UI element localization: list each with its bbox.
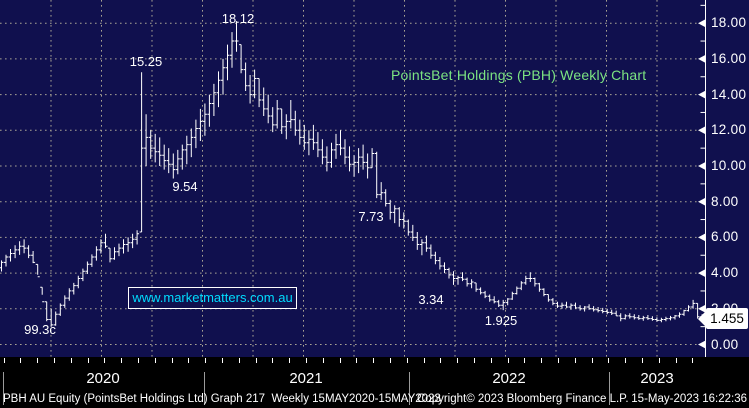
year-label: 2022 [492, 370, 526, 387]
y-axis-label: 18.00 [711, 15, 747, 31]
month-tick [188, 358, 190, 363]
month-tick [557, 358, 559, 363]
month-tick [574, 358, 576, 363]
month-tick [423, 358, 425, 363]
month-tick [524, 358, 526, 363]
y-axis-label: 16.00 [711, 50, 747, 66]
price-annotation: 3.34 [418, 292, 444, 307]
price-annotation: 1.925 [484, 313, 518, 328]
y-axis-label: 6.00 [711, 229, 739, 245]
month-tick [305, 358, 307, 363]
y-axis-label: 12.00 [711, 122, 747, 138]
footer: PBH AU Equity (PointsBet Holdings Ltd) G… [0, 393, 749, 408]
year-label: 2020 [86, 370, 120, 387]
month-tick [675, 358, 677, 363]
month-tick [406, 358, 408, 363]
year-separator [609, 372, 610, 405]
y-axis-label: 0.00 [711, 336, 739, 352]
y-axis-label: 4.00 [711, 265, 739, 281]
month-tick [221, 358, 223, 363]
chart-title: PointsBet Holdings (PBH) Weekly Chart [391, 67, 647, 83]
year-separator [3, 372, 4, 405]
month-tick [322, 358, 324, 363]
month-tick [440, 358, 442, 363]
price-annotation: 7.73 [358, 209, 384, 224]
month-tick [53, 358, 55, 363]
last-price-value: 1.455 [710, 311, 744, 326]
price-annotation: 99.3c [24, 322, 56, 337]
month-tick [20, 358, 22, 363]
month-tick [507, 358, 509, 363]
month-tick [339, 358, 341, 363]
footer-security-info: PBH AU Equity (PointsBet Holdings Ltd) G… [3, 393, 441, 405]
month-tick [658, 358, 660, 363]
month-tick [272, 358, 274, 363]
month-tick [625, 358, 627, 363]
month-tick [356, 358, 358, 363]
last-price-tag: 1.455 [698, 308, 748, 329]
month-tick [3, 358, 5, 363]
price-annotation: 9.54 [172, 179, 198, 194]
year-separator [204, 372, 205, 405]
month-tick [154, 358, 156, 363]
y-axis-label: 8.00 [711, 193, 739, 209]
year-separator [409, 372, 410, 405]
month-tick [171, 358, 173, 363]
price-annotation: 18.12 [221, 11, 255, 26]
month-tick [591, 358, 593, 363]
month-tick [490, 358, 492, 363]
month-tick [37, 358, 39, 363]
month-tick [641, 358, 643, 363]
marketmatters-watermark: www.marketmatters.com.au [128, 287, 297, 309]
price-annotation: 15.25 [129, 54, 163, 69]
month-tick [457, 358, 459, 363]
month-tick [238, 358, 240, 363]
month-tick [608, 358, 610, 363]
month-tick [104, 358, 106, 363]
month-tick [205, 358, 207, 363]
y-axis-label: 14.00 [711, 86, 747, 102]
year-label: 2021 [289, 370, 323, 387]
month-tick [289, 358, 291, 363]
month-tick [121, 358, 123, 363]
month-tick [692, 358, 694, 363]
x-axis-strip: 2020 2021 2022 2023 PBH AU Equity (PointsBe… [0, 357, 749, 408]
month-tick [473, 358, 475, 363]
month-tick [541, 358, 543, 363]
month-tick [255, 358, 257, 363]
month-tick [389, 358, 391, 363]
footer-copyright: Copyright© 2023 Bloomberg Finance L.P. [417, 393, 629, 405]
y-axis-label: 10.00 [711, 158, 747, 173]
month-tick [137, 358, 139, 363]
month-tick [373, 358, 375, 363]
month-tick [87, 358, 89, 363]
month-tick [70, 358, 72, 363]
footer-timestamp: 15-May-2023 16:22:36 [631, 393, 747, 405]
year-label: 2023 [640, 370, 674, 387]
